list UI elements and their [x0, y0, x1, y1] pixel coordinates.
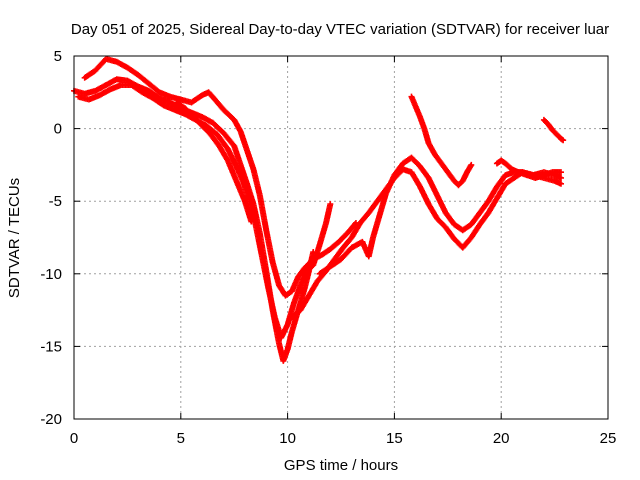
y-tick-label: -15	[40, 338, 62, 355]
series-arc-4	[288, 166, 565, 321]
series-arc-7	[493, 157, 565, 181]
data-point	[558, 174, 565, 181]
x-tick-label: 15	[386, 430, 403, 447]
series-arc-9	[173, 99, 255, 225]
y-tick-label: -10	[40, 266, 62, 283]
axis-ticks: 0 5 10 15 20 25 -20 -15 -10 -5 0 5	[40, 48, 616, 447]
series-arc-6	[408, 93, 475, 189]
y-axis-label: SDTVAR / TECUs	[6, 178, 23, 298]
x-tick-label: 10	[279, 430, 296, 447]
data-point	[560, 137, 567, 144]
x-tick-label: 20	[493, 430, 510, 447]
data-point	[558, 169, 565, 176]
chart-title: Day 051 of 2025, Sidereal Day-to-day VTE…	[71, 21, 609, 38]
x-axis-label: GPS time / hours	[284, 457, 398, 474]
x-tick-label: 0	[70, 430, 78, 447]
grid-lines	[74, 56, 608, 419]
y-tick-label: -5	[49, 193, 62, 210]
series-arc-3	[81, 55, 359, 299]
data-point	[558, 180, 565, 187]
series-arc-2	[75, 82, 334, 341]
y-tick-label: -20	[40, 411, 62, 428]
data-point	[248, 218, 255, 225]
x-tick-label: 5	[177, 430, 185, 447]
data-series	[71, 55, 567, 364]
x-tick-label: 25	[600, 430, 617, 447]
y-tick-label: 0	[54, 121, 62, 138]
series-arc-8	[540, 116, 567, 144]
data-point	[468, 161, 475, 168]
plot-frame	[73, 55, 609, 420]
y-tick-label: 5	[54, 48, 62, 65]
data-point	[327, 201, 334, 208]
